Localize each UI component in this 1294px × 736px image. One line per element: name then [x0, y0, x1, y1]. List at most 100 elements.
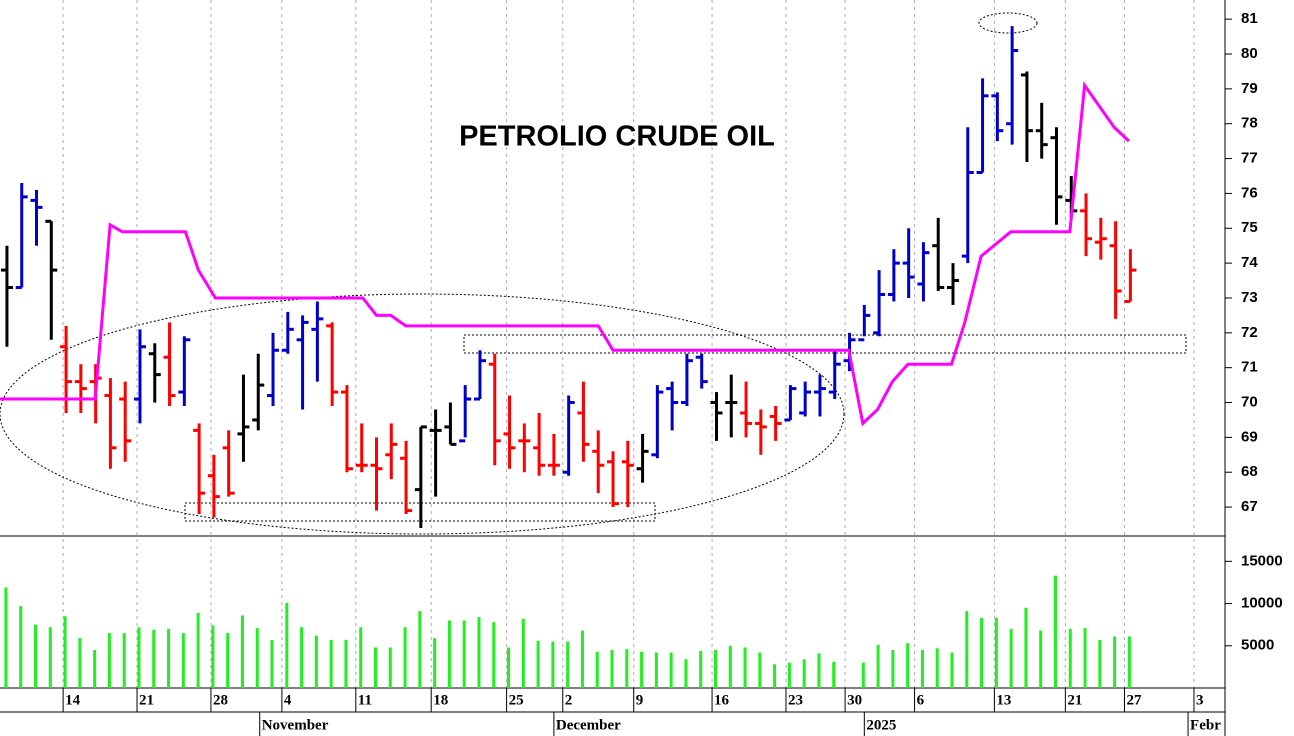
- volume-bar: [536, 640, 540, 688]
- volume-bar: [107, 633, 111, 688]
- y-tick-label: 76: [1241, 184, 1258, 201]
- volume-bar: [1083, 628, 1087, 688]
- month-label: November: [262, 717, 329, 733]
- volume-bar: [152, 629, 156, 688]
- volume-bar: [48, 627, 52, 688]
- y-tick-label: 75: [1241, 219, 1258, 236]
- annotation-box: [463, 334, 1187, 354]
- x-tick-label: 11: [358, 692, 372, 708]
- x-tick-label: 23: [788, 692, 803, 708]
- volume-bar: [832, 661, 836, 688]
- volume-bar: [122, 633, 126, 688]
- volume-bar: [669, 652, 673, 688]
- x-tick-label: 3: [1196, 692, 1204, 708]
- volume-bar: [93, 650, 97, 688]
- x-tick-label: 30: [847, 692, 862, 708]
- volume-bar: [211, 625, 215, 688]
- volume-bar: [447, 620, 451, 688]
- volume-bar: [994, 617, 998, 688]
- y-tick-label: 5000: [1241, 637, 1274, 654]
- x-tick-label: 4: [284, 692, 292, 708]
- volume-bar: [728, 645, 732, 688]
- volume-bar: [920, 650, 924, 688]
- x-tick-label: 9: [636, 692, 644, 708]
- y-tick-label: 78: [1241, 115, 1258, 132]
- x-tick-label: 16: [714, 692, 730, 708]
- y-tick-label: 81: [1241, 10, 1258, 27]
- x-tick-label: 2: [565, 692, 573, 708]
- volume-bar: [403, 627, 407, 688]
- volume-bar: [78, 638, 82, 688]
- y-tick-label: 72: [1241, 324, 1258, 341]
- overlay-line: [0, 81, 1130, 427]
- volume-bar: [640, 651, 644, 688]
- volume-bar: [743, 647, 747, 688]
- volume-bar: [270, 639, 274, 688]
- volume-bar: [255, 628, 259, 688]
- volume-bar: [300, 627, 304, 688]
- volume-bar: [285, 602, 289, 688]
- annotation-ellipse: [978, 12, 1038, 34]
- volume-bar: [950, 652, 954, 688]
- volume-bar: [610, 650, 614, 688]
- volume-bar: [462, 620, 466, 688]
- volume-bar: [521, 618, 525, 688]
- volume-bar: [654, 652, 658, 688]
- volume-bar: [891, 650, 895, 688]
- volume-bar: [329, 639, 333, 688]
- volume-bar: [196, 612, 200, 688]
- y-tick-label: 79: [1241, 80, 1258, 97]
- volume-bar: [1127, 636, 1131, 688]
- volume-bar: [477, 617, 481, 688]
- x-tick-label: 13: [996, 692, 1011, 708]
- volume-bar: [34, 624, 38, 688]
- volume-bar: [580, 630, 584, 688]
- x-tick-label: 25: [509, 692, 524, 708]
- volume-bar: [861, 662, 865, 688]
- volume-bar: [699, 650, 703, 688]
- volume-bar: [1098, 639, 1102, 688]
- volume-bar: [226, 633, 230, 688]
- volume-bar: [787, 662, 791, 688]
- volume-bar: [713, 650, 717, 688]
- volume-bar: [876, 644, 880, 688]
- month-label: 2025: [866, 717, 896, 733]
- volume-bar: [63, 616, 67, 688]
- volume-bar: [1053, 575, 1057, 688]
- volume-bar: [507, 647, 511, 688]
- x-tick-label: 27: [1126, 692, 1142, 708]
- volume-bar: [595, 651, 599, 688]
- y-tick-label: 15000: [1241, 552, 1283, 569]
- y-tick-label: 77: [1241, 150, 1258, 167]
- volume-bar: [758, 652, 762, 688]
- y-tick-label: 69: [1241, 428, 1258, 445]
- volume-bar: [344, 639, 348, 688]
- x-tick-label: 21: [1067, 692, 1082, 708]
- volume-bar: [1009, 628, 1013, 688]
- month-label: Febr: [1190, 717, 1221, 733]
- volume-bar: [906, 643, 910, 688]
- volume-bar: [684, 659, 688, 688]
- y-tick-label: 70: [1241, 393, 1258, 410]
- y-tick-label: 74: [1241, 254, 1258, 271]
- volume-bar: [388, 647, 392, 688]
- volume-bar: [433, 638, 437, 688]
- volume-bar: [935, 648, 939, 688]
- volume-bar: [359, 627, 363, 688]
- x-tick-label: 18: [433, 692, 448, 708]
- volume-bar: [137, 627, 141, 688]
- y-tick-label: 67: [1241, 498, 1258, 515]
- volume-bar: [1039, 630, 1043, 688]
- volume-bar: [773, 664, 777, 688]
- volume-bar: [551, 641, 555, 688]
- x-tick-label: 21: [139, 692, 154, 708]
- volume-bar: [802, 659, 806, 688]
- y-tick-label: 10000: [1241, 595, 1283, 612]
- x-tick-label: 6: [917, 692, 925, 708]
- y-tick-label: 71: [1241, 359, 1258, 376]
- volume-bar: [492, 622, 496, 688]
- volume-bar: [566, 641, 570, 688]
- y-tick-label: 73: [1241, 289, 1258, 306]
- volume-bar: [625, 649, 629, 688]
- x-tick-label: 28: [213, 692, 228, 708]
